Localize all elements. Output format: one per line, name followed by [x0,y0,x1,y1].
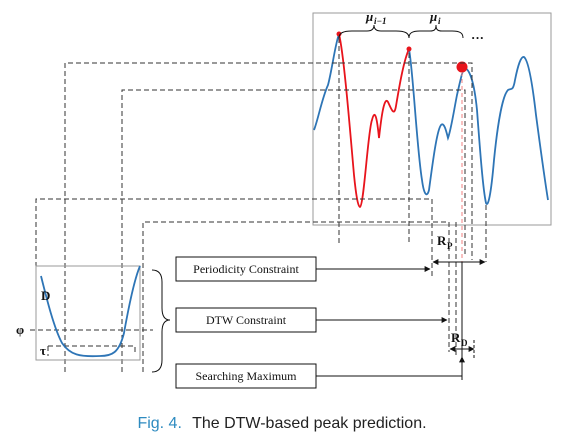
caption-prefix: Fig. 4. [137,415,181,432]
predicted-peak-marker [456,61,468,73]
mu-prev-subscript: i−1 [374,16,386,26]
dtw-d-label: D [41,288,50,303]
rd-subscript: D [461,338,468,348]
dtw-tau-label: τ [40,343,46,358]
dtw-constraint-label: DTW Constraint [206,313,287,327]
mu-current-subscript: i [438,16,441,26]
signal-curve-left [313,33,340,131]
periodicity-constraint-box [175,256,317,282]
rd-label: R [451,330,461,345]
mapping-lines [30,38,487,372]
dtw-constraint-box [175,307,317,333]
mu-current-label: μ [429,9,437,24]
searching-maximum-box [175,363,317,389]
dtw-distance-curve [40,265,141,358]
searching-maximum-label: Searching Maximum [196,369,298,383]
rp-subscript: P [447,241,453,251]
rp-label: R [437,233,447,248]
dtw-distance-panel [35,265,141,361]
peak-marker-prev [336,31,342,37]
signal-curve-right [408,48,549,205]
caption-text: The DTW-based peak prediction. [192,415,426,432]
figure-caption: Fig. 4. The DTW-based peak prediction. [137,415,426,432]
peak-marker-current [406,46,412,52]
mu-prev-label: μ [365,9,373,24]
periodicity-constraint-label: Periodicity Constraint [193,262,299,276]
mu-current-brace [408,24,464,39]
dtw-phi-label: φ [16,322,24,337]
constraints-bracket [151,269,171,373]
mu-prev-brace [338,24,410,39]
signal-curve-highlighted-segment [338,33,410,208]
continuation-ellipsis: ··· [471,30,484,45]
